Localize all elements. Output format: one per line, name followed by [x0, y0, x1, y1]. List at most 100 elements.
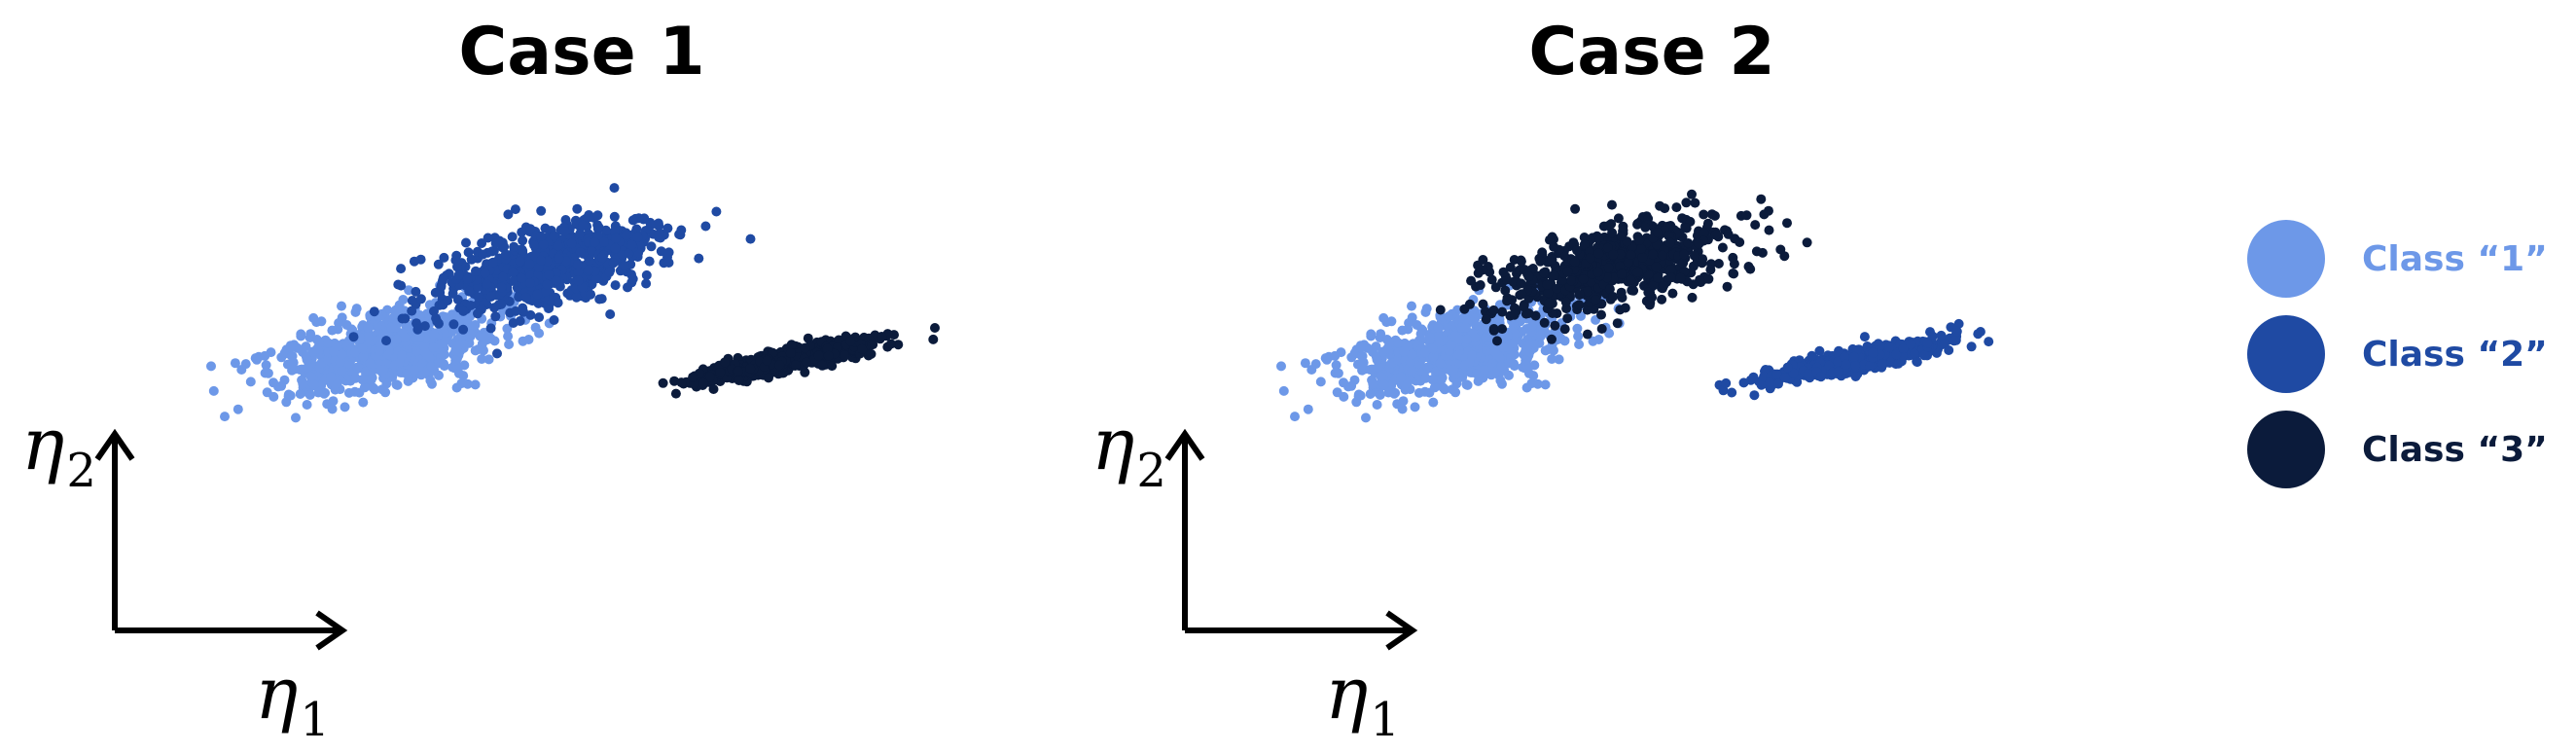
data-point: [316, 316, 327, 327]
data-point: [1689, 250, 1699, 261]
data-point: [584, 265, 594, 275]
data-point: [553, 298, 563, 308]
data-point: [366, 375, 376, 385]
data-point: [441, 312, 451, 323]
data-point: [1560, 297, 1571, 307]
data-point: [291, 412, 301, 423]
data-point: [412, 324, 423, 335]
data-point: [1664, 237, 1675, 248]
data-point: [503, 331, 514, 341]
data-point: [1346, 380, 1357, 391]
data-point: [1407, 349, 1417, 360]
data-point: [592, 210, 603, 221]
data-point: [573, 275, 584, 286]
data-point: [465, 301, 476, 310]
data-point: [1569, 257, 1580, 268]
data-point: [549, 315, 559, 325]
data-point: [609, 183, 620, 194]
data-point: [1723, 229, 1734, 239]
data-point: [663, 247, 674, 258]
data-point: [1403, 341, 1413, 351]
data-point: [498, 271, 508, 282]
data-point: [471, 266, 481, 276]
data-point: [1788, 368, 1799, 378]
data-point: [260, 350, 270, 361]
data-point: [1407, 366, 1417, 376]
data-point: [1306, 365, 1317, 375]
data-point: [715, 368, 726, 377]
data-point: [1460, 322, 1471, 333]
data-point: [590, 273, 601, 284]
data-point: [365, 358, 376, 369]
data-point: [1478, 255, 1488, 265]
data-point: [1353, 391, 1364, 402]
data-point: [262, 387, 272, 398]
data-point: [1909, 348, 1919, 359]
data-point: [1705, 265, 1716, 275]
data-point: [1537, 249, 1548, 260]
data-point: [1608, 292, 1619, 302]
data-point: [261, 360, 271, 371]
data-point: [1396, 372, 1407, 382]
data-point: [1602, 242, 1613, 253]
data-point: [1603, 263, 1614, 273]
data-point: [1574, 340, 1585, 349]
series-3: [658, 323, 940, 399]
data-point: [301, 341, 311, 352]
data-point: [1550, 320, 1560, 331]
data-point: [440, 329, 450, 339]
data-point: [206, 361, 216, 372]
y-axis-arrowhead: [1164, 428, 1205, 461]
data-point: [485, 323, 496, 334]
data-point: [337, 301, 346, 311]
data-point: [350, 306, 361, 317]
data-point: [1975, 327, 1986, 337]
data-point: [1602, 272, 1612, 283]
data-point: [1660, 203, 1670, 214]
data-point: [1459, 304, 1470, 314]
data-point: [662, 223, 673, 233]
legend-item-class-2: Class “2”: [2247, 315, 2558, 393]
data-point: [463, 247, 474, 258]
data-point: [368, 382, 378, 393]
data-point: [1651, 262, 1662, 272]
data-point: [554, 253, 564, 264]
data-point: [762, 355, 772, 366]
data-point: [1919, 350, 1930, 361]
data-point: [458, 305, 469, 316]
data-point: [410, 365, 419, 376]
data-point: [1570, 203, 1581, 214]
data-point: [311, 335, 322, 344]
data-point: [503, 209, 514, 220]
data-point: [473, 308, 483, 319]
data-point: [1592, 267, 1603, 277]
data-point: [1405, 357, 1415, 368]
data-point: [1717, 242, 1728, 253]
data-point: [886, 339, 896, 349]
data-point: [1591, 295, 1601, 305]
series-3: [1435, 189, 1812, 346]
data-point: [438, 272, 448, 283]
data-point: [1626, 274, 1636, 285]
data-point: [1552, 283, 1562, 294]
data-points: [206, 183, 940, 423]
data-point: [1607, 228, 1618, 238]
data-point: [473, 344, 483, 355]
data-point: [524, 259, 535, 269]
data-point: [400, 333, 411, 343]
data-point: [1727, 387, 1737, 398]
data-point: [1420, 306, 1431, 317]
data-point: [1632, 267, 1643, 277]
data-point: [447, 288, 458, 299]
data-point: [459, 316, 470, 327]
data-point: [1480, 365, 1489, 376]
data-point: [1807, 350, 1817, 361]
data-point: [1366, 329, 1377, 340]
data-point: [1764, 225, 1774, 235]
data-point: [1470, 333, 1481, 343]
data-point: [1535, 329, 1546, 340]
data-point: [1502, 296, 1513, 306]
data-point: [439, 349, 449, 360]
data-point: [1648, 280, 1659, 291]
data-point: [1751, 246, 1762, 257]
